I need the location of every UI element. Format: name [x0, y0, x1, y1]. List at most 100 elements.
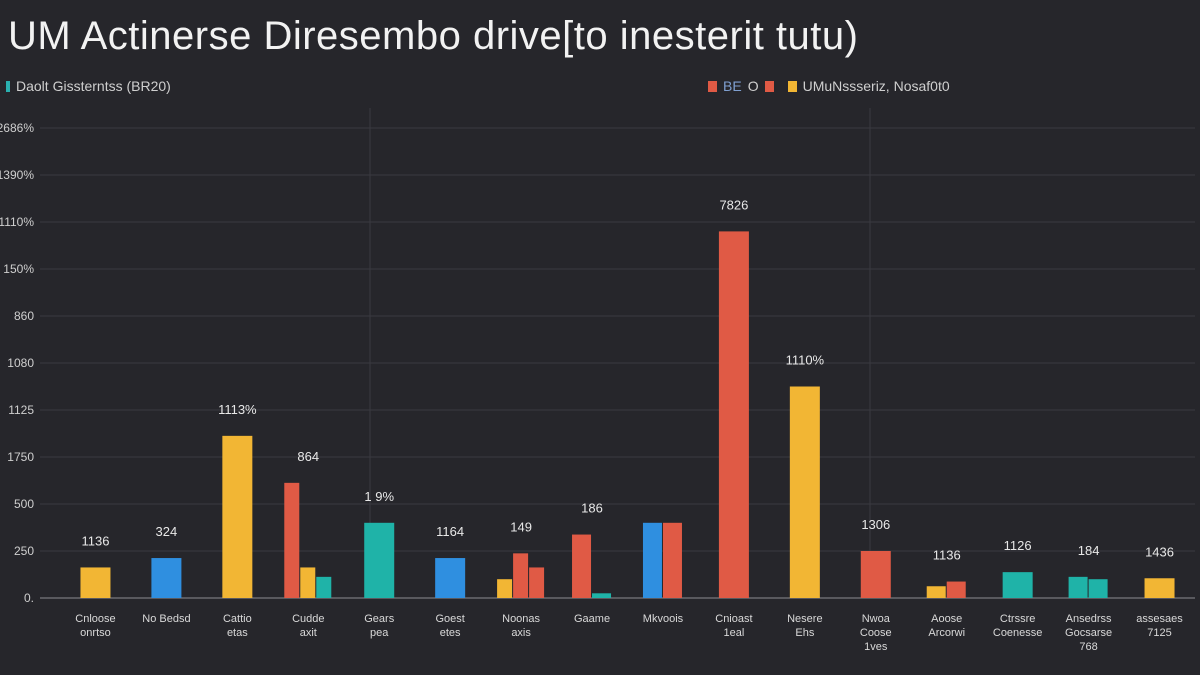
data-label: 1136 [81, 533, 109, 548]
x-tick-label: Ansedrss Gocsarse 768 [1065, 613, 1112, 653]
x-tick-label: Cnioast 1eal [715, 613, 752, 639]
data-label: 1136 [933, 548, 961, 563]
x-tick-label: Aoose Arcorwi [928, 613, 965, 639]
x-tick-label-line: 1eal [724, 627, 745, 639]
x-tick-label-line: Cattio [223, 613, 252, 625]
x-tick-label: Gaame [574, 613, 610, 625]
bar [718, 231, 749, 598]
bar [284, 482, 300, 598]
x-tick-label-line: Gaame [574, 613, 610, 625]
bar [926, 586, 946, 598]
chart-title: UM Actinerse Diresembo drive[to inesteri… [8, 14, 859, 58]
x-tick-label-line: Coenesse [993, 627, 1043, 639]
y-tick-label: 1110% [0, 215, 34, 229]
x-tick-label: Mkvoois [643, 613, 684, 625]
category-group: 7826 Cnioast 1eal [715, 197, 752, 639]
bar [435, 558, 466, 598]
bar [1088, 579, 1108, 598]
x-tick-label-line: Arcorwi [928, 627, 965, 639]
category-group: 1306 Nwoa Coose 1ves [860, 517, 892, 653]
bar [860, 551, 891, 598]
bar [300, 567, 316, 598]
legend-right: BE O UMuNssseriz, Nosaf0t0 [708, 78, 950, 94]
category-group: 184 Ansedrss Gocsarse 768 [1065, 543, 1112, 653]
bar [1144, 578, 1175, 598]
x-tick-label-line: 7125 [1147, 627, 1171, 639]
bar [513, 553, 529, 598]
x-tick-label: Cnloose onrtso [75, 613, 115, 639]
data-label: 1306 [861, 517, 890, 532]
legend-left: Daolt Gissterntss (BR20) [6, 78, 171, 94]
y-tick-label: 1080 [7, 356, 34, 370]
x-tick-label-line: No Bedsd [142, 613, 190, 625]
bar [80, 567, 111, 598]
x-tick-label-line: Goest [435, 613, 464, 625]
y-tick-label: 500 [14, 497, 34, 511]
x-tick-label-line: Ehs [795, 627, 814, 639]
x-tick-label-line: Cnioast [715, 613, 752, 625]
y-tick-label: 1390% [0, 168, 34, 182]
category-group: 1136 Cnloose onrtso [75, 533, 115, 639]
data-label: 1164 [436, 524, 464, 539]
category-group: 1436 assesaes 7125 [1136, 544, 1183, 639]
data-label: 1110% [786, 353, 825, 368]
y-tick-label: 0. [24, 591, 34, 605]
x-tick-label-line: 1ves [864, 641, 888, 653]
x-tick-label: Cattio etas [223, 613, 252, 639]
y-tick-label: 150% [3, 262, 34, 276]
bar [662, 522, 682, 598]
x-tick-label-line: Cnloose [75, 613, 115, 625]
x-tick-label: assesaes 7125 [1136, 613, 1183, 639]
x-tick-label-line: Ctrssre [1000, 613, 1035, 625]
category-group: 1126 Ctrssre Coenesse [993, 538, 1043, 639]
category-group: Mkvoois [643, 522, 684, 625]
x-tick-label: Noonas axis [502, 613, 540, 639]
legend-swatch-teal [6, 80, 10, 92]
bar [572, 534, 592, 598]
x-tick-label: No Bedsd [142, 613, 190, 625]
legend-item-label: UMuNssseriz, Nosaf0t0 [802, 78, 950, 94]
y-tick-label: 1125 [8, 403, 34, 417]
x-tick-label-line: Nwoa [862, 613, 891, 625]
category-group: 1 9% Gears pea [364, 489, 395, 639]
x-tick-label-line: Gocsarse [1065, 627, 1112, 639]
data-label: 186 [581, 501, 603, 516]
bar [222, 435, 253, 598]
legend-swatch-red [764, 80, 774, 92]
category-group: 1110% Nesere Ehs [786, 353, 825, 640]
bar [151, 558, 182, 598]
category-group: 186 Gaame [572, 501, 612, 625]
bar [497, 579, 513, 598]
data-label: 149 [510, 519, 532, 534]
x-tick-label-line: assesaes [1136, 613, 1183, 625]
x-tick-label-line: pea [370, 627, 389, 639]
category-group: 864 Cudde axit [284, 449, 332, 639]
x-tick-label-line: etas [227, 627, 248, 639]
data-label: 184 [1078, 543, 1100, 558]
bar [1068, 576, 1088, 598]
data-label: 1436 [1145, 544, 1174, 559]
bar [1002, 572, 1033, 598]
category-group: 1113% Cattio etas [218, 402, 257, 639]
x-tick-label-line: etes [440, 627, 461, 639]
x-tick-label-line: Mkvoois [643, 613, 684, 625]
category-group: 1164 Goest etes [435, 524, 466, 639]
x-tick-label-line: Cudde [292, 613, 324, 625]
x-tick-label: Nesere Ehs [787, 613, 822, 639]
x-tick-label: Goest etes [435, 613, 464, 639]
x-tick-label-line: Coose [860, 627, 892, 639]
y-tick-label: 1750 [7, 450, 34, 464]
data-label: 1113% [218, 402, 257, 417]
legend-swatch-yellow [787, 80, 797, 92]
data-label: 7826 [719, 197, 748, 212]
bar [316, 576, 332, 598]
x-tick-label: Ctrssre Coenesse [993, 613, 1043, 639]
legend-item-label: O [747, 78, 759, 94]
y-axis: 0. 250 500 1750 1125 1080 860 150% 1110% 1390% 268… [0, 121, 34, 605]
legend-swatch-red [708, 80, 717, 92]
x-tick-label-line: axit [300, 627, 317, 639]
y-tick-label: 250 [14, 544, 34, 558]
category-group: 1136 Aoose Arcorwi [926, 548, 966, 639]
